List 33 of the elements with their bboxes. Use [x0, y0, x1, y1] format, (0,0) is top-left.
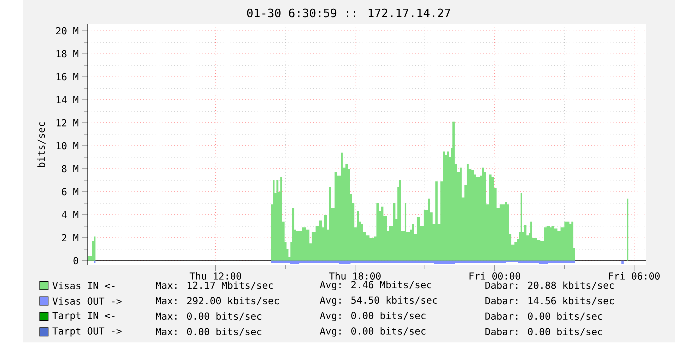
chart-title: 01-30 6:30:59 :: 172.17.14.27	[247, 8, 450, 18]
y-tick-label: 14 M	[56, 96, 79, 104]
x-tick-label: Thu 12:00	[190, 272, 242, 280]
text: Dabar: 0.00 bits/sec	[486, 312, 602, 321]
legend-label: Visas IN <-	[52, 282, 115, 290]
y-tick-label: 20 M	[56, 27, 79, 35]
legend-label: Visas OUT ->	[52, 298, 122, 306]
text: Dabar: 0.00 bits/sec	[486, 328, 602, 336]
y-tick-label: 16 M	[56, 73, 79, 81]
text: Max: 292.00 kbits/sec	[156, 297, 279, 306]
text: Avg: 54.50 kbits/sec	[320, 296, 438, 306]
x-tick-label: Thu 18:00	[329, 272, 381, 280]
text: Avg: 0.00 bits/sec	[320, 312, 426, 322]
text: Max: 0.00 bits/sec	[156, 312, 262, 321]
x-tick-label: Fri 06:00	[609, 272, 660, 280]
text: Dabar: 14.56 kbits/sec	[486, 297, 614, 306]
y-tick-label: 12 M	[56, 120, 79, 127]
x-tick-label: Fri 00:00	[470, 272, 520, 280]
text: Avg: 0.00 bits/sec	[320, 328, 426, 337]
text: Dabar: 20.88 kbits/sec	[486, 282, 614, 290]
y-tick-label: 6 M	[62, 188, 79, 196]
y-tick-label: 2 M	[62, 234, 79, 242]
y-axis-title: bits/sec	[38, 122, 46, 168]
text: Max: 12.17 Mbits/sec	[156, 282, 274, 290]
text: Max: 0.00 bits/sec	[156, 328, 262, 336]
y-tick-label: 18 M	[56, 50, 79, 58]
y-tick-label: 0	[74, 257, 78, 265]
y-tick-label: 8 M	[62, 165, 79, 173]
legend-label: Tarpt OUT ->	[52, 328, 122, 337]
legend-label: Tarpt IN <-	[52, 312, 115, 322]
y-tick-label: 10 M	[56, 142, 79, 150]
y-tick-label: 4 M	[62, 212, 79, 219]
text: Avg: 2.46 Mbits/sec	[320, 281, 432, 291]
